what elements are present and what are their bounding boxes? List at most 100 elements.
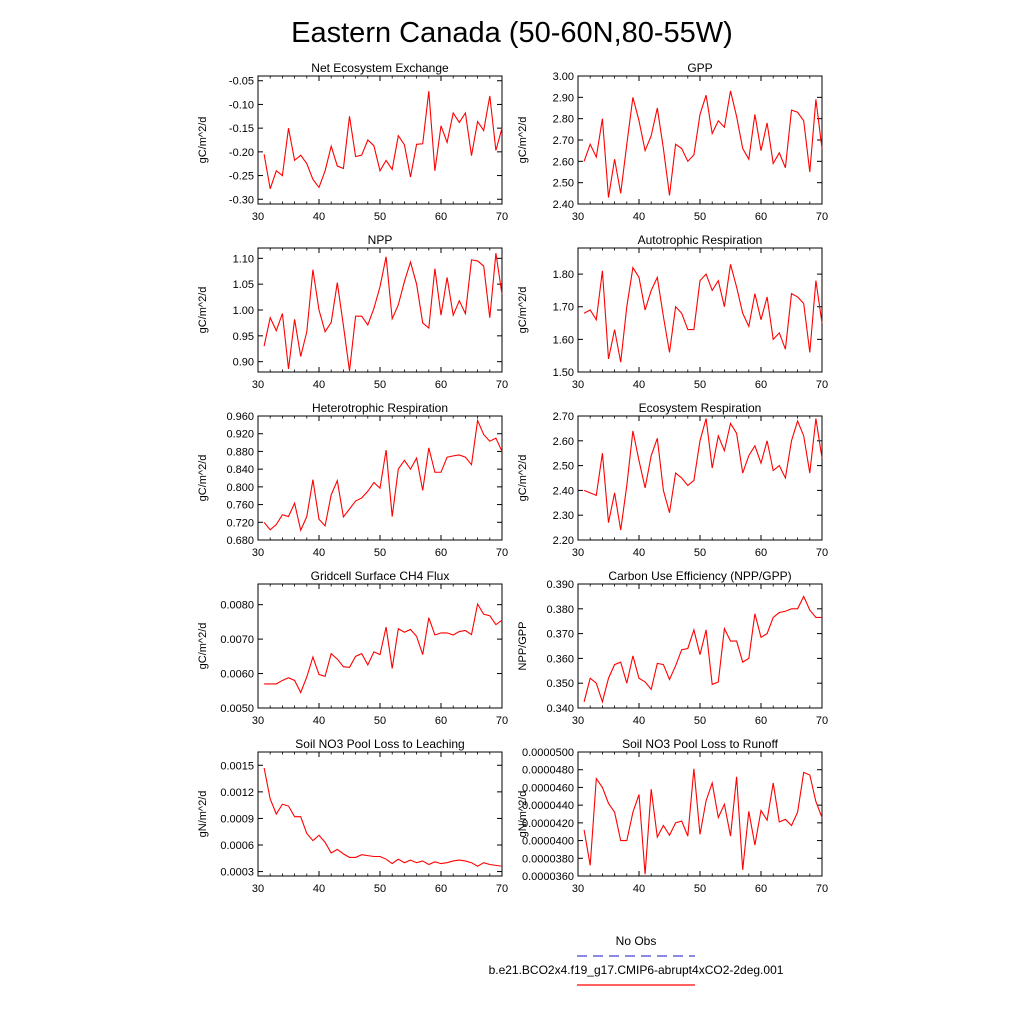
series-line [583, 418, 823, 531]
x-tick-label: 40 [313, 883, 325, 895]
y-tick-label: 0.0015 [220, 760, 254, 772]
y-axis-label: gC/m^2/d [197, 455, 209, 502]
x-tick-label: 60 [435, 883, 447, 895]
y-tick-label: 2.60 [553, 436, 574, 448]
x-tick-label: 50 [374, 715, 386, 727]
y-tick-label: 2.40 [553, 199, 574, 211]
y-tick-label: 2.20 [553, 535, 574, 547]
x-tick-label: 50 [694, 211, 706, 223]
x-tick-label: 40 [313, 211, 325, 223]
y-axis-label: gC/m^2/d [517, 455, 529, 502]
x-tick-label: 40 [633, 715, 645, 727]
series-line [583, 595, 822, 704]
panel-title: Soil NO3 Pool Loss to Leaching [295, 737, 464, 751]
x-tick-label: 30 [572, 883, 584, 895]
x-tick-label: 40 [633, 547, 645, 559]
panel-title: Heterotrophic Respiration [312, 401, 448, 415]
x-tick-label: 70 [816, 379, 828, 391]
y-tick-label: 0.0050 [220, 703, 254, 715]
y-tick-label: 0.0070 [220, 634, 254, 646]
panel-title: Ecosystem Respiration [639, 401, 762, 415]
x-tick-label: 30 [252, 379, 264, 391]
x-tick-label: 30 [572, 379, 584, 391]
series-line [263, 418, 503, 532]
y-axis-label: gC/m^2/d [197, 623, 209, 670]
panel-title: Carbon Use Efficiency (NPP/GPP) [608, 569, 791, 583]
y-tick-label: 0.0080 [220, 600, 254, 612]
y-tick-label: 0.0000500 [522, 747, 574, 759]
x-tick-label: 70 [496, 715, 508, 727]
y-tick-label: 2.90 [553, 92, 574, 104]
y-tick-label: 1.50 [553, 367, 574, 379]
x-tick-label: 40 [313, 547, 325, 559]
series-line [263, 91, 503, 190]
y-tick-label: 2.30 [553, 510, 574, 522]
x-tick-label: 30 [252, 883, 264, 895]
legend-case-label: b.e21.BCO2x4.f19_g17.CMIP6-abrupt4xCO2-2… [489, 963, 784, 977]
panels: Net Ecosystem Exchange 30 40 50 60 70 -0.30 -0.… [197, 61, 828, 895]
y-axis-label: gC/m^2/d [197, 117, 209, 164]
x-tick-label: 50 [374, 547, 386, 559]
x-tick-label: 30 [252, 547, 264, 559]
y-tick-label: -0.30 [229, 194, 254, 206]
x-tick-label: 60 [755, 883, 767, 895]
y-tick-label: 2.50 [553, 461, 574, 473]
y-tick-label: 0.0000380 [522, 853, 574, 865]
figure-title: Eastern Canada (50-60N,80-55W) [291, 17, 733, 49]
panel-4: Heterotrophic Respiration 30 40 50 60 70 0.680… [197, 401, 508, 559]
panel-3: Autotrophic Respiration 30 40 50 60 70 1.50 1.6… [517, 233, 828, 391]
y-tick-label: 0.340 [546, 703, 574, 715]
series-line [263, 767, 503, 867]
panel-1: GPP 30 40 50 60 70 2.40 2.50 2.60 2.70 2.80 2.90 3.0… [517, 61, 828, 223]
y-axis-label: gC/m^2/d [197, 287, 209, 334]
y-tick-label: 1.60 [553, 334, 574, 346]
y-tick-label: 2.70 [553, 135, 574, 147]
x-tick-label: 40 [313, 715, 325, 727]
x-tick-label: 70 [816, 715, 828, 727]
y-tick-label: 0.840 [226, 464, 254, 476]
y-tick-label: 0.0000480 [522, 765, 574, 777]
panel-5: Ecosystem Respiration 30 40 50 60 70 2.20 2.30 2… [517, 401, 828, 559]
series-line [583, 264, 823, 363]
y-tick-label: 1.80 [553, 269, 574, 281]
y-tick-label: 0.0000400 [522, 836, 574, 848]
panel-title: Autotrophic Respiration [638, 233, 763, 247]
y-tick-label: 0.800 [226, 482, 254, 494]
x-tick-label: 50 [694, 379, 706, 391]
panel-2: NPP 30 40 50 60 70 0.90 0.95 1.00 1.05 1.10 gC/m^2/… [197, 233, 508, 391]
legend: No Obs b.e21.BCO2x4.f19_g17.CMIP6-abrupt… [489, 934, 784, 986]
x-tick-label: 30 [252, 715, 264, 727]
y-tick-label: -0.05 [229, 76, 254, 88]
panel-0: Net Ecosystem Exchange 30 40 50 60 70 -0.30 -0.… [197, 61, 508, 223]
y-tick-label: 0.680 [226, 535, 254, 547]
y-tick-label: 0.880 [226, 446, 254, 458]
x-tick-label: 70 [816, 547, 828, 559]
panel-6: Gridcell Surface CH4 Flux 30 40 50 60 70 0.005… [197, 569, 508, 727]
y-axis-label: gC/m^2/d [517, 117, 529, 164]
y-tick-label: 2.60 [553, 156, 574, 168]
legend-obs-label: No Obs [616, 934, 657, 948]
x-tick-label: 60 [755, 715, 767, 727]
x-tick-label: 60 [755, 211, 767, 223]
x-tick-label: 70 [496, 211, 508, 223]
y-tick-label: 2.70 [553, 411, 574, 423]
y-tick-label: 0.0000420 [522, 818, 574, 830]
y-tick-label: 0.90 [233, 357, 254, 369]
series-line [583, 90, 823, 198]
panel-title: Gridcell Surface CH4 Flux [311, 569, 450, 583]
x-tick-label: 60 [435, 379, 447, 391]
panel-title: Soil NO3 Pool Loss to Runoff [622, 737, 779, 751]
y-tick-label: 0.0060 [220, 669, 254, 681]
y-tick-label: -0.25 [229, 171, 254, 183]
x-tick-label: 50 [694, 547, 706, 559]
series-line [264, 602, 503, 694]
y-tick-label: 0.0000360 [522, 871, 574, 883]
panel-7: Carbon Use Efficiency (NPP/GPP) 30 40 50 60 7… [517, 569, 828, 727]
y-tick-label: 0.720 [226, 517, 254, 529]
x-tick-label: 70 [496, 547, 508, 559]
x-tick-label: 70 [496, 379, 508, 391]
y-tick-label: 2.80 [553, 114, 574, 126]
y-tick-label: -0.10 [229, 99, 254, 111]
y-tick-label: 0.360 [546, 653, 574, 665]
y-axis-label: gN/m^2/d [517, 791, 529, 838]
